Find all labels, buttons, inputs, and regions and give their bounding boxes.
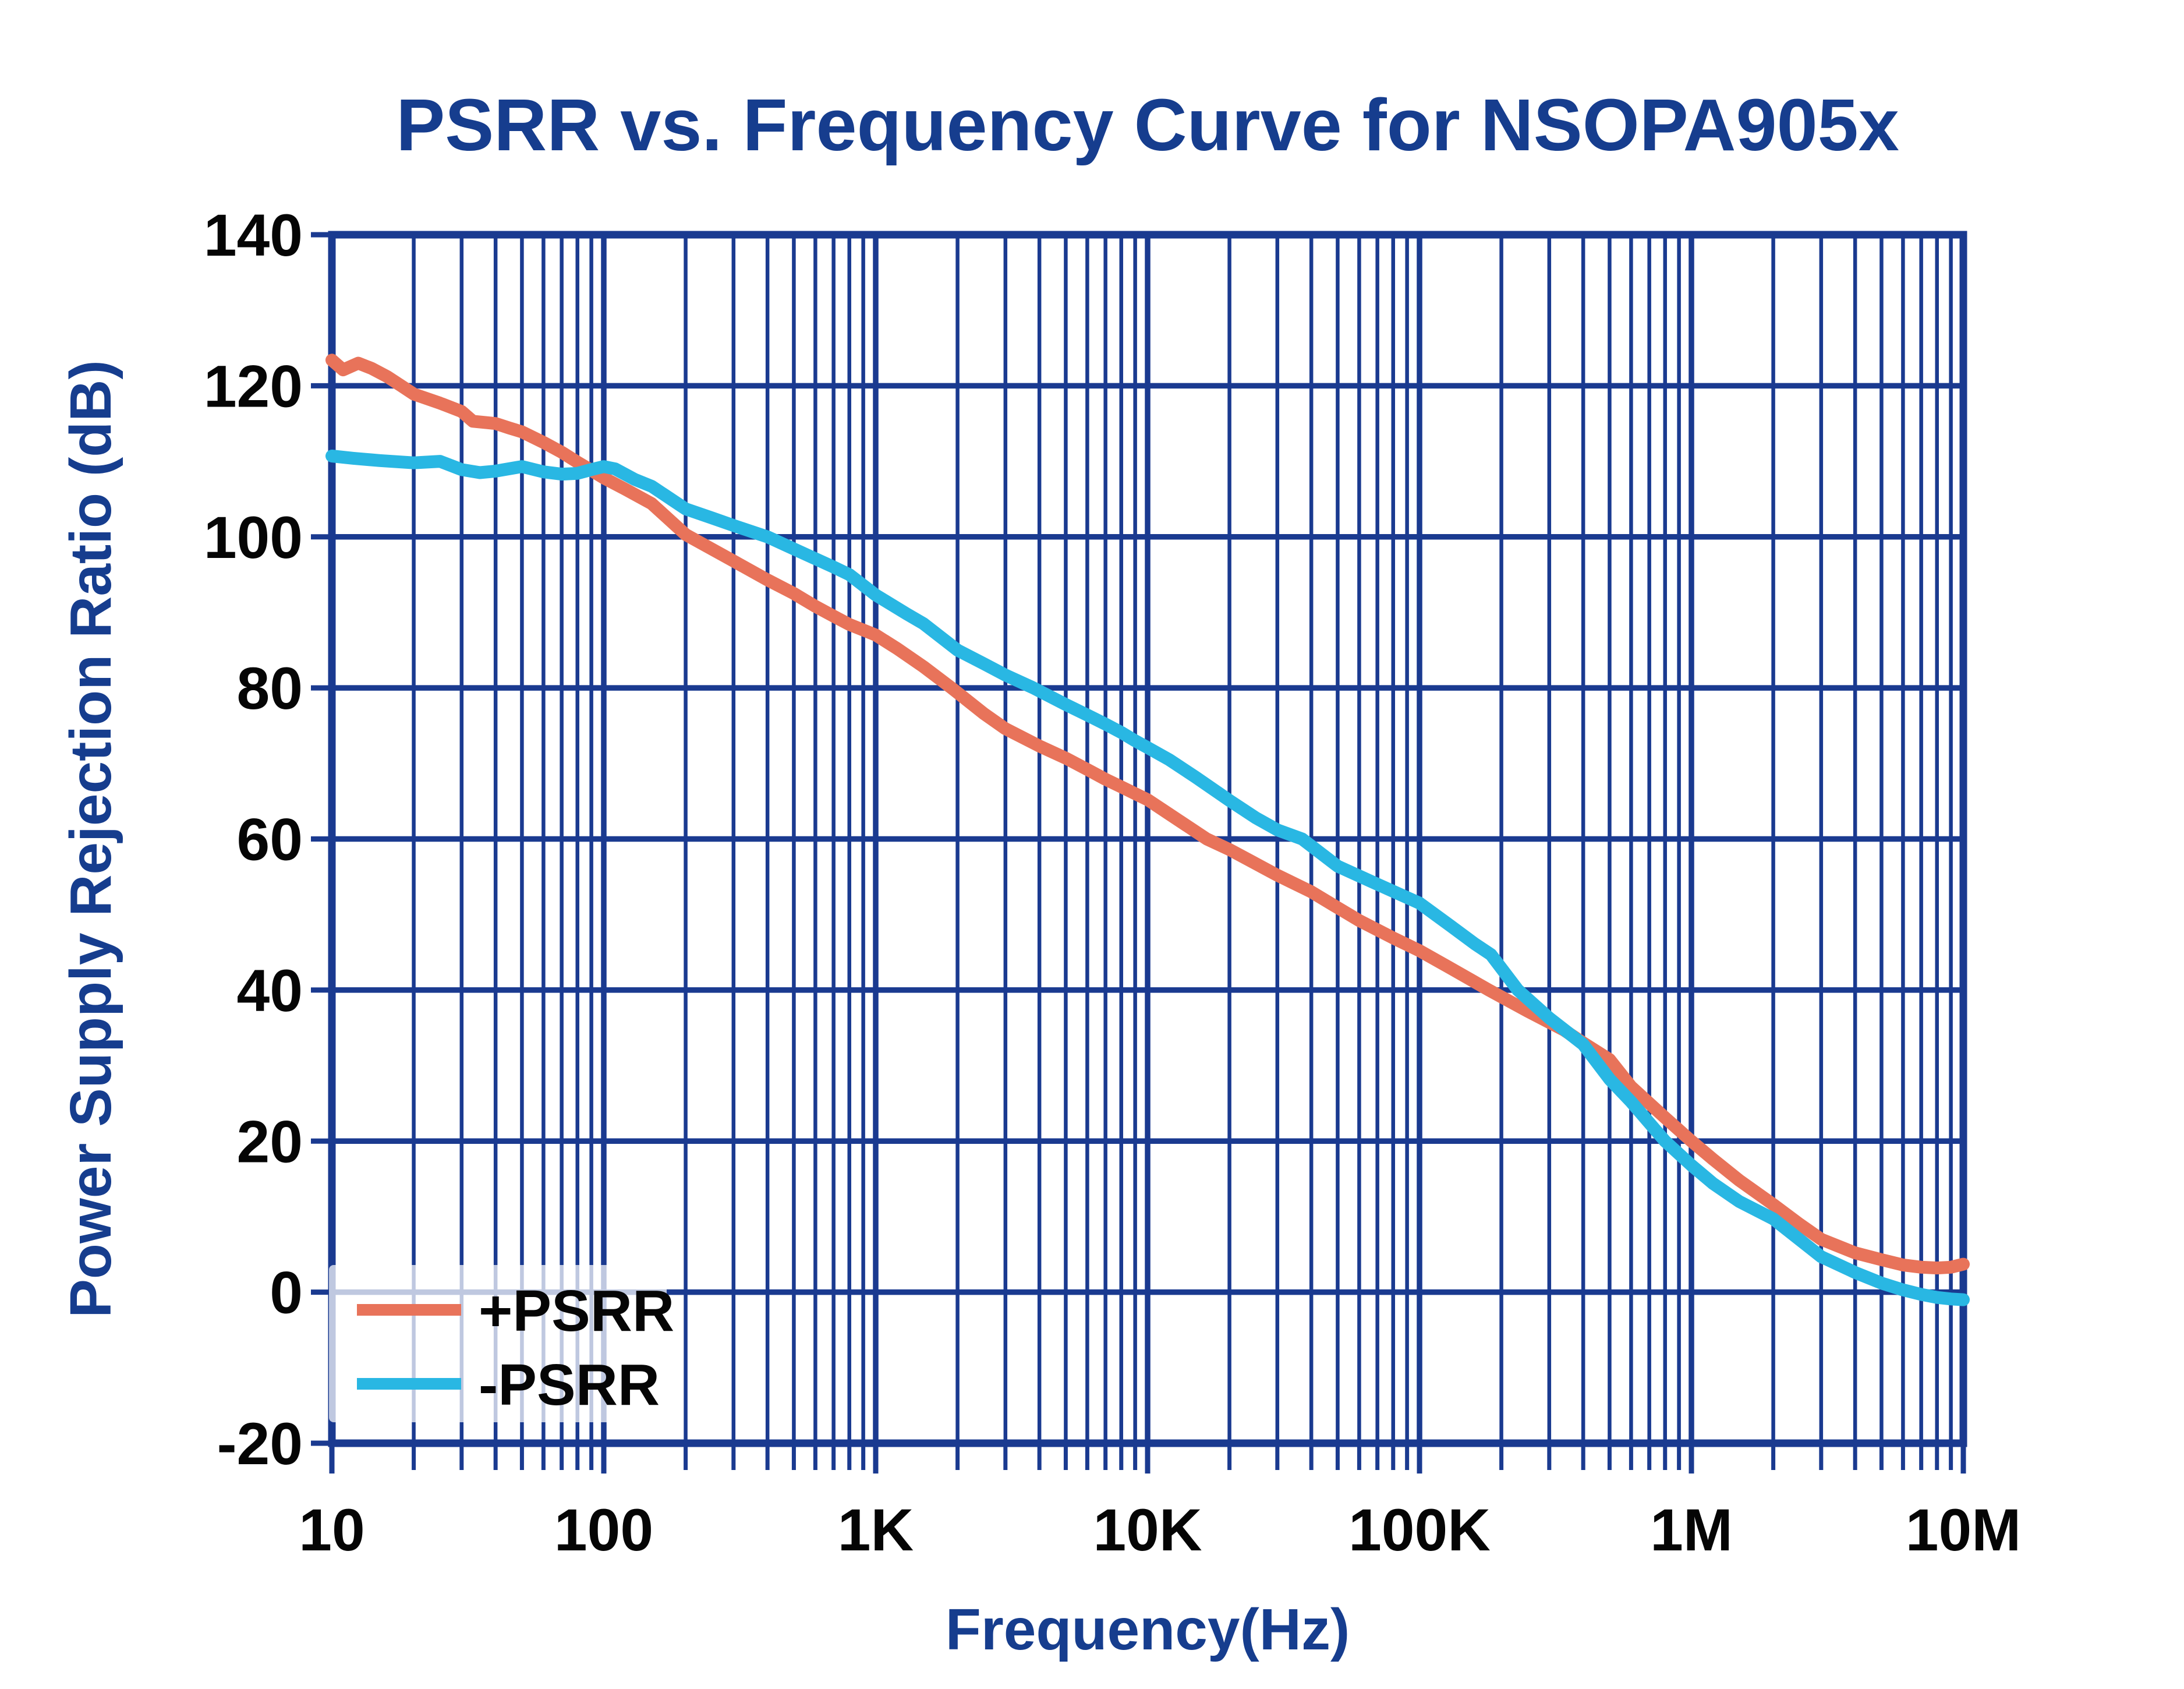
y-axis-title: Power Supply Rejection Ratio (dB)	[58, 360, 123, 1318]
legend-label: +PSRR	[479, 1278, 674, 1344]
y-tick-label: 40	[237, 957, 303, 1024]
x-tick-label: 1K	[838, 1497, 914, 1563]
plot-border	[328, 231, 1967, 1447]
x-tick-label: 10K	[1093, 1497, 1202, 1563]
x-tick-label: 100	[554, 1497, 653, 1563]
y-tick-label: 60	[237, 807, 303, 873]
legend-label: -PSRR	[479, 1352, 660, 1418]
y-tick-label: 140	[204, 202, 303, 268]
x-tick-label: 10	[299, 1497, 364, 1563]
chart-title: PSRR vs. Frequency Curve for NSOPA905x	[396, 84, 1899, 166]
x-axis-title: Frequency(Hz)	[946, 1597, 1350, 1662]
y-tick-label: 20	[237, 1108, 303, 1175]
x-tick-label: 100K	[1348, 1497, 1491, 1563]
plus-psrr-curve	[325, 354, 1970, 1275]
y-tick-label: 80	[237, 655, 303, 722]
y-tick-label: -20	[217, 1411, 303, 1477]
y-tick-label: 120	[204, 353, 303, 419]
x-tick-label: 10M	[1906, 1497, 2021, 1563]
y-tick-label: 100	[204, 504, 303, 571]
y-tick-label: 0	[270, 1260, 303, 1326]
x-tick-label: 1M	[1650, 1497, 1733, 1563]
minus-psrr-curve	[325, 450, 1970, 1306]
